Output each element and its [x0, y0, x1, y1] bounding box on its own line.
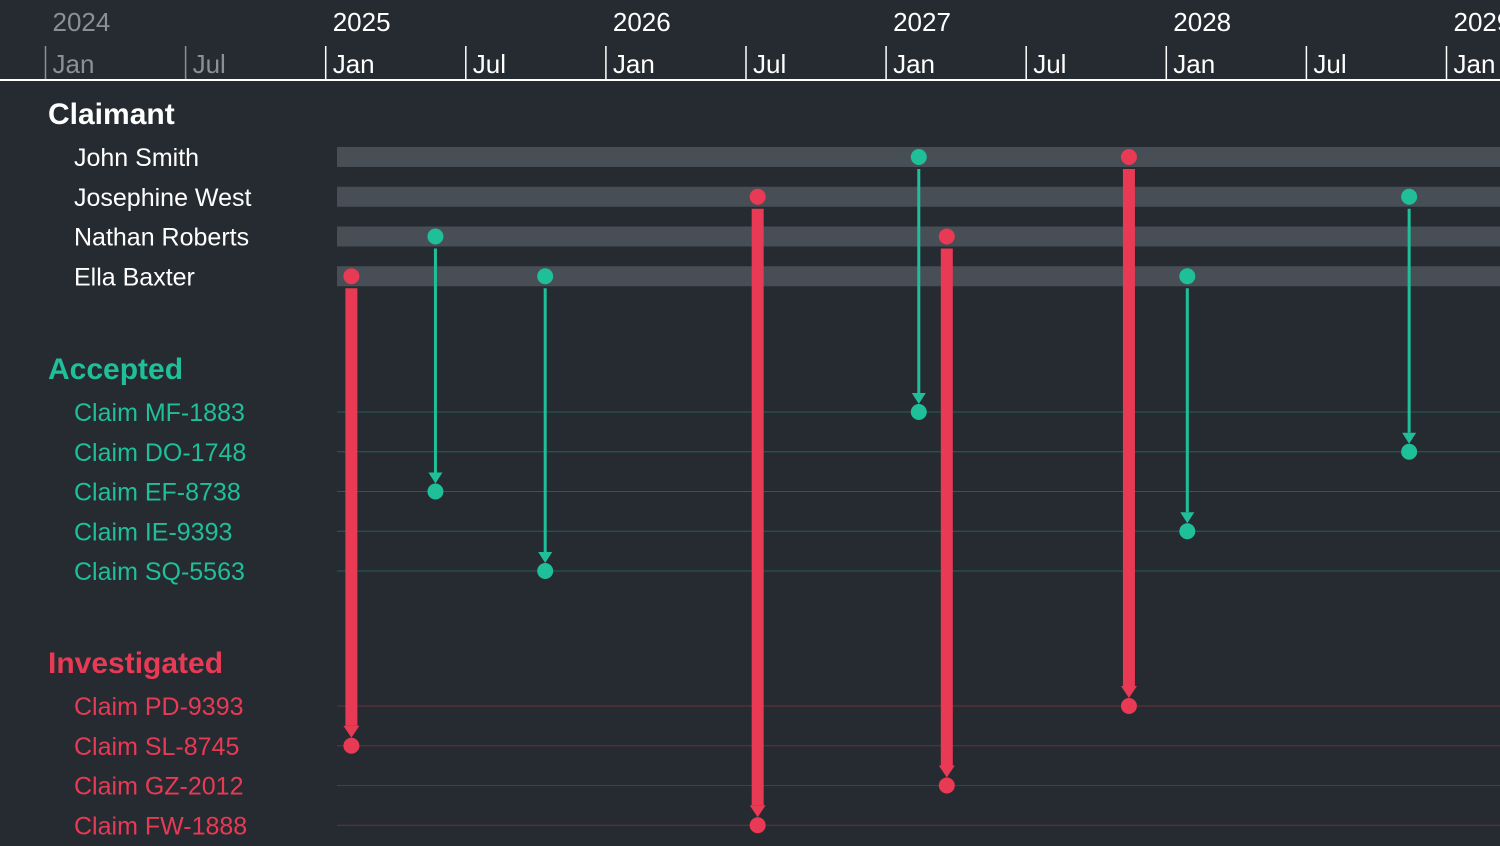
- claim-link-investigated: [749, 188, 766, 834]
- axis-month-label: Jul: [1313, 49, 1346, 79]
- row-label: Claim IE-9393: [74, 518, 232, 546]
- section-title-accepted: Accepted: [48, 353, 183, 386]
- row-label: Claim SQ-5563: [74, 558, 245, 586]
- row-label: John Smith: [74, 144, 199, 172]
- claim-link-accepted: [427, 228, 444, 500]
- link-arrowhead: [343, 725, 360, 738]
- axis-year-label: 2025: [333, 7, 391, 37]
- axis-month-label: Jan: [613, 49, 655, 79]
- axis-year-label: 2026: [613, 7, 671, 37]
- link-arrowhead: [749, 805, 766, 818]
- claim-link-accepted: [537, 268, 554, 579]
- row-label: Claim EF-8738: [74, 479, 241, 507]
- link-arrowhead: [428, 472, 443, 484]
- row-label: Ella Baxter: [74, 263, 195, 291]
- link-target-dot[interactable]: [938, 777, 955, 794]
- link-origin-dot[interactable]: [749, 188, 766, 205]
- link-target-dot[interactable]: [910, 404, 927, 420]
- axis-year-label: 2028: [1173, 7, 1231, 37]
- link-origin-dot[interactable]: [343, 268, 360, 285]
- link-target-dot[interactable]: [427, 483, 444, 500]
- link-target-dot[interactable]: [1401, 443, 1418, 460]
- row-label: Nathan Roberts: [74, 224, 249, 252]
- row-label: Claim SL-8745: [74, 733, 239, 761]
- row-label: Claim GZ-2012: [74, 773, 244, 801]
- link-target-dot[interactable]: [343, 737, 360, 754]
- link-origin-dot[interactable]: [427, 228, 444, 245]
- axis-month-label: Jul: [1033, 49, 1066, 79]
- claim-link-accepted: [1179, 268, 1196, 540]
- row-label: Claim FW-1888: [74, 812, 247, 840]
- axis-month-label: Jul: [193, 49, 226, 79]
- link-arrowhead: [938, 765, 955, 778]
- axis-year-label: 2027: [893, 7, 951, 37]
- axis-month-label: Jan: [893, 49, 935, 79]
- link-origin-dot[interactable]: [1401, 188, 1418, 205]
- axis-month-label: Jan: [53, 49, 95, 79]
- link-origin-dot[interactable]: [910, 149, 927, 165]
- row-label: Claim DO-1748: [74, 439, 246, 467]
- row-label: Claim PD-9393: [74, 693, 244, 721]
- link-origin-dot[interactable]: [537, 268, 554, 285]
- axis-month-label: Jan: [333, 49, 375, 79]
- axis-year-label: 2029: [1454, 7, 1500, 37]
- claim-link-investigated: [343, 268, 360, 754]
- claim-link-investigated: [938, 228, 955, 794]
- link-target-dot[interactable]: [1120, 698, 1137, 714]
- time-axis-header: 2024 2025 2026 2027 2028 2029 Jan Jul Jan Jul Jan J…: [0, 7, 1500, 81]
- axis-month-label: Jul: [473, 49, 506, 79]
- axis-month-label: Jan: [1173, 49, 1215, 79]
- link-origin-dot[interactable]: [938, 228, 955, 245]
- link-arrowhead: [1402, 432, 1417, 444]
- link-arrowhead: [1120, 686, 1137, 698]
- link-origin-dot[interactable]: [1179, 268, 1196, 285]
- link-arrowhead: [1180, 512, 1195, 524]
- link-arrowhead: [911, 393, 926, 404]
- section-title-investigated: Investigated: [48, 647, 223, 680]
- link-target-dot[interactable]: [749, 817, 766, 834]
- axis-year-label: 2024: [53, 7, 111, 37]
- link-arrowhead: [538, 552, 553, 563]
- row-label: Claim MF-1883: [74, 399, 245, 427]
- row-label: Josephine West: [74, 184, 251, 212]
- claim-link-investigated: [1120, 149, 1137, 714]
- section-title-claimant: Claimant: [48, 98, 175, 131]
- claim-link-accepted: [1401, 188, 1418, 460]
- claim-links: [343, 149, 1418, 834]
- axis-month-label: Jan: [1454, 49, 1496, 79]
- axis-month-label: Jul: [753, 49, 786, 79]
- link-origin-dot[interactable]: [1120, 149, 1137, 165]
- link-target-dot[interactable]: [1179, 523, 1196, 540]
- row-labels: Claimant John Smith Josephine West Nathan R…: [48, 98, 251, 840]
- claim-link-accepted: [910, 149, 927, 420]
- link-target-dot[interactable]: [537, 563, 554, 579]
